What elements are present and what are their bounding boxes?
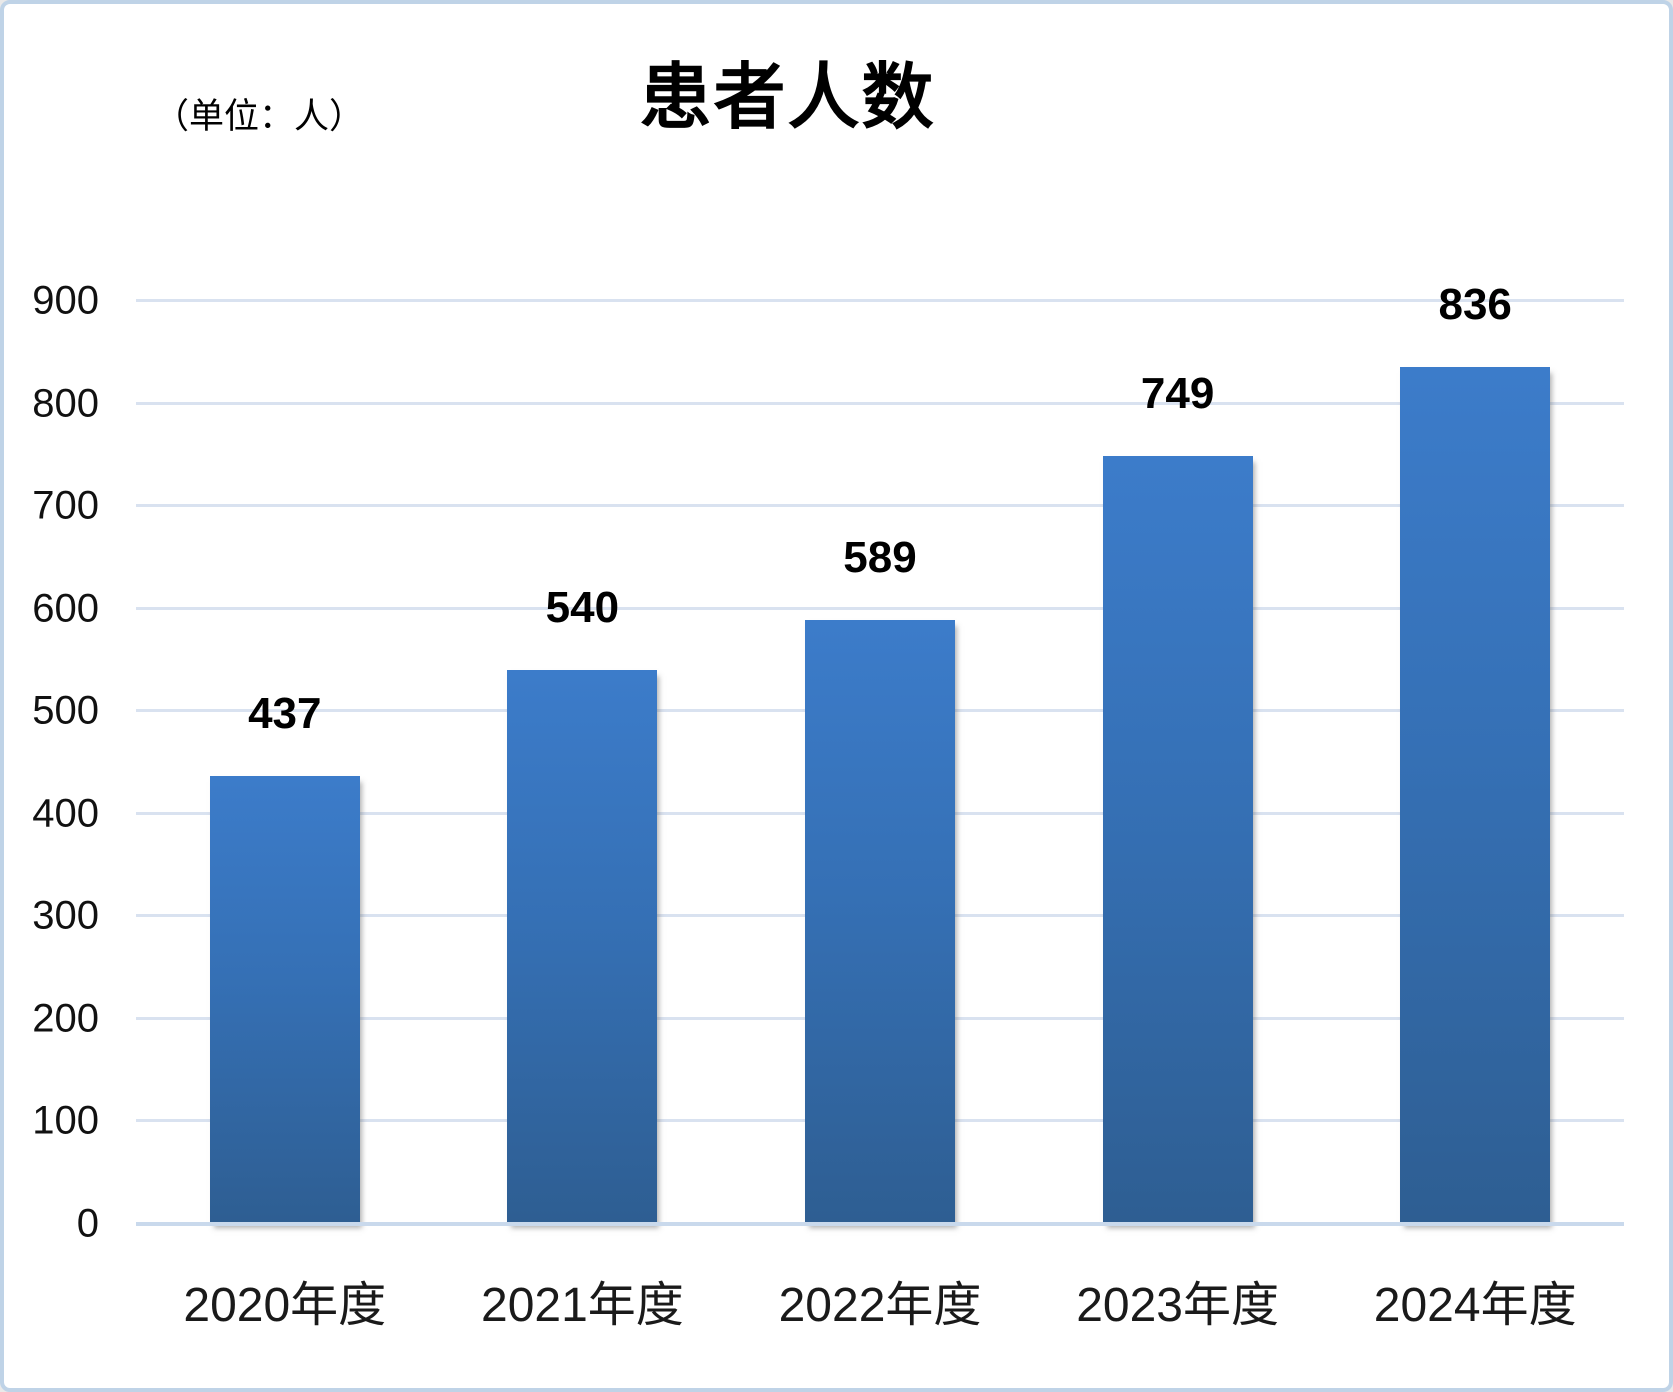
x-axis-line (136, 1222, 1624, 1226)
y-tick-label-300: 300 (32, 893, 99, 938)
bar-value-label-2024年度: 836 (1438, 279, 1512, 329)
bar-2020年度 (209, 775, 360, 1224)
x-tick-label-2021年度: 2021年度 (480, 1279, 684, 1332)
y-tick-label-500: 500 (32, 688, 99, 733)
bar-value-label-2022年度: 589 (843, 532, 917, 582)
x-tick-label-2024年度: 2024年度 (1373, 1279, 1577, 1332)
y-tick-label-900: 900 (32, 278, 99, 323)
y-tick-label-200: 200 (32, 996, 99, 1041)
bar-2023年度 (1102, 455, 1253, 1224)
y-tick-label-800: 800 (32, 381, 99, 426)
chart-title: 患者人数 (639, 54, 936, 139)
bar-2021年度 (507, 670, 658, 1224)
x-tick-label-2023年度: 2023年度 (1076, 1279, 1279, 1332)
x-axis: 2020年度 2021年度 2022年度 2023年度 2024年度 (136, 1276, 1624, 1346)
bar-value-label-2020年度: 437 (248, 688, 322, 738)
y-tick-label-100: 100 (32, 1098, 99, 1143)
bar-2024年度 (1400, 366, 1551, 1224)
gridline-700 (136, 504, 1624, 508)
bar-2022年度 (805, 619, 955, 1224)
y-tick-label-400: 400 (32, 791, 99, 836)
bar-value-label-2023年度: 749 (1140, 368, 1215, 418)
gridline-900 (136, 299, 1624, 302)
y-tick-label-0: 0 (76, 1201, 99, 1246)
bar-value-label-2021年度: 540 (545, 583, 620, 633)
y-tick-label-700: 700 (32, 483, 99, 528)
gridline-600 (136, 606, 1624, 610)
x-tick-label-2020年度: 2020年度 (183, 1279, 387, 1332)
x-tick-label-2022年度: 2022年度 (778, 1279, 982, 1332)
gridline-800 (136, 401, 1624, 405)
y-axis: 0 100 200 300 400 500 600 700 800 900 (29, 279, 99, 1246)
y-tick-label-600: 600 (32, 586, 99, 631)
plot-area: 437 540 589 749 836 (136, 280, 1624, 1226)
unit-label: （单位：人） (154, 97, 365, 137)
